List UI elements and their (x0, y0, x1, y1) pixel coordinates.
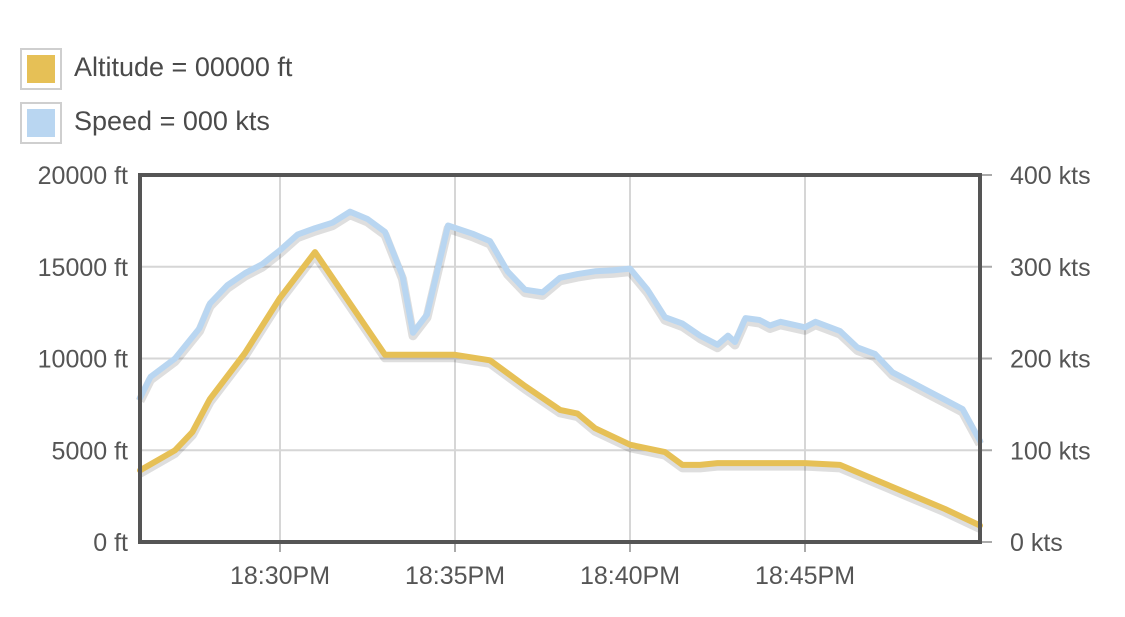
y-left-tick-label: 5000 ft (52, 437, 129, 465)
x-tick-label: 18:30PM (230, 562, 330, 590)
speed-legend-label: Speed = 000 kts (74, 106, 270, 136)
speed-swatch (20, 102, 62, 144)
plot-frame (138, 173, 982, 544)
altitude-swatch-fill (27, 55, 55, 83)
y-left-tick-label: 20000 ft (38, 162, 128, 190)
y-left-tick-label: 0 ft (93, 529, 128, 557)
chart-lines (135, 208, 984, 533)
x-tick-label: 18:35PM (405, 562, 505, 590)
x-tick-label: 18:45PM (755, 562, 855, 590)
y-left-tick-label: 15000 ft (38, 254, 128, 282)
y-left-tick-label: 10000 ft (38, 346, 128, 374)
speed-line (137, 208, 983, 445)
altitude-legend-label: Altitude = 00000 ft (74, 52, 293, 82)
altitude-line (137, 249, 983, 529)
chart-grid (140, 175, 980, 542)
y-right-tick-label: 200 kts (1010, 346, 1091, 374)
speed-swatch-fill (27, 109, 55, 137)
chart-ticks: 0 ft 0 kts 5000 ft 100 kts 10000 ft 200 kts 15… (38, 162, 1091, 590)
y-right-tick-label: 100 kts (1010, 437, 1091, 465)
y-right-tick-label: 300 kts (1010, 254, 1091, 282)
altitude-line-shadow (137, 250, 982, 533)
y-right-tick-label: 400 kts (1010, 162, 1091, 190)
y-right-tick-label: 0 kts (1010, 529, 1063, 557)
x-tick-label: 18:40PM (580, 562, 680, 590)
altitude-swatch (20, 48, 62, 90)
